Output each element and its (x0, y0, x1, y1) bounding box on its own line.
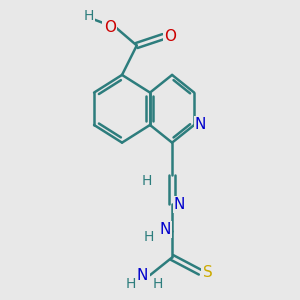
Text: O: O (164, 29, 176, 44)
Text: N: N (174, 197, 185, 212)
Text: N: N (195, 118, 206, 133)
Text: N: N (137, 268, 148, 283)
Text: H: H (143, 230, 154, 244)
Text: S: S (202, 265, 212, 280)
Text: O: O (104, 20, 116, 35)
Text: N: N (159, 222, 170, 237)
Text: H: H (126, 277, 136, 291)
Text: H: H (152, 277, 163, 291)
Text: H: H (84, 9, 94, 23)
Text: H: H (142, 174, 152, 188)
